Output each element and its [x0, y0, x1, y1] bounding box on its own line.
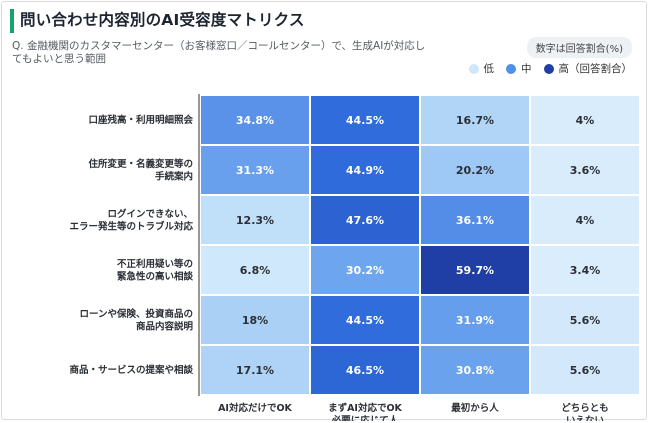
cell-value-label: 44.5% — [346, 114, 384, 127]
cell-value-label: 5.6% — [570, 364, 601, 377]
legend-item-mid: 中 — [506, 61, 532, 76]
cell-value-label: 34.8% — [236, 114, 274, 127]
heatmap-cell-r2-c1 — [201, 146, 309, 194]
unit-note-badge: 数字は回答割合(%) — [526, 37, 632, 58]
column-label: まずAI対応でOK 必要に応じて人 — [328, 401, 402, 421]
row-label: 住所変更・名義変更等の手続案内 — [88, 157, 193, 182]
heatmap-cell-r3-c2 — [311, 196, 419, 244]
heatmap-cell-r4-c3 — [421, 246, 529, 294]
cell-value-label: 30.2% — [346, 264, 384, 277]
chart-title: 問い合わせ内容別のAI受容度マトリクス — [20, 11, 305, 29]
cell-value-label: 30.8% — [456, 364, 494, 377]
heatmap-cell-r6-c1 — [201, 346, 309, 394]
cell-value-label: 18% — [242, 314, 268, 327]
cell-value-label: 16.7% — [456, 114, 494, 127]
cell-value-label: 3.4% — [570, 264, 601, 277]
heatmap-cell-r5-c2 — [311, 296, 419, 344]
cell-value-label: 31.9% — [456, 314, 494, 327]
heatmap-cell-r2-c4 — [531, 146, 639, 194]
column-label: AI対応だけでOK — [218, 402, 292, 414]
heatmap-cell-r6-c4 — [531, 346, 639, 394]
heatmap-cell-r1-c1 — [201, 96, 309, 144]
heatmap-cell-r3-c3 — [421, 196, 529, 244]
cell-value-label: 6.8% — [240, 264, 271, 277]
legend-swatch-mid — [506, 63, 516, 74]
row-label: 商品・サービスの提案や相談 — [69, 364, 193, 376]
legend-label-mid: 中 — [521, 63, 532, 75]
heatmap-cell-r3-c4 — [531, 196, 639, 244]
column-label: どちらともいえない — [561, 401, 609, 421]
heatmap-cell-r6-c3 — [421, 346, 529, 394]
legend-item-low: 低 — [468, 61, 495, 76]
row-label: ログインできない、エラー発生等のトラブル対応 — [69, 207, 193, 232]
row-label: 口座残高・利用明細照会 — [88, 114, 193, 126]
heatmap-cell-r6-c2 — [311, 346, 419, 394]
survey-question: Q. 金融機関のカスタマーセンター（お客様窓口／コールセンター）で、生成AIが対… — [12, 40, 426, 65]
cell-value-label: 31.3% — [236, 164, 274, 177]
heatmap-cell-r5-c4 — [531, 296, 639, 344]
legend-swatch-low — [468, 63, 479, 74]
cell-value-label: 4% — [576, 114, 595, 127]
column-label: 最初から人 — [451, 402, 499, 414]
heatmap-cell-r2-c3 — [421, 146, 529, 194]
legend-label-low: 低 — [483, 63, 495, 75]
legend-swatch-high — [543, 63, 554, 74]
cell-value-label: 36.1% — [456, 214, 494, 227]
cell-value-label: 20.2% — [456, 164, 494, 177]
cell-value-label: 17.1% — [236, 364, 274, 377]
cell-value-label: 46.5% — [346, 364, 384, 377]
legend-label-high: 高（回答割合） — [558, 63, 633, 75]
cell-value-label: 47.6% — [346, 214, 384, 227]
heatmap-cell-r4-c1 — [201, 246, 309, 294]
heatmap-cell-r1-c3 — [421, 96, 529, 144]
heatmap-cell-r1-c2 — [311, 96, 419, 144]
heatmap-cell-r5-c3 — [421, 296, 529, 344]
title-accent-bar — [10, 9, 14, 33]
cell-value-label: 3.6% — [570, 164, 601, 177]
heatmap-cell-r2-c2 — [311, 146, 419, 194]
row-label: 不正利用疑い等の緊急性の高い相談 — [117, 257, 194, 282]
row-label: ローンや保険、投資商品の商品内容説明 — [79, 307, 193, 332]
cell-value-label: 44.9% — [346, 164, 384, 177]
heatmap-cell-r1-c4 — [531, 96, 639, 144]
cell-value-label: 59.7% — [456, 264, 494, 277]
heatmap-cell-r3-c1 — [201, 196, 309, 244]
heatmap-cell-r4-c4 — [531, 246, 639, 294]
legend: 低 中 高（回答割合） — [457, 61, 633, 76]
heatmap-cell-r5-c1 — [201, 296, 309, 344]
heatmap-cell-r4-c2 — [311, 246, 419, 294]
cell-value-label: 44.5% — [346, 314, 384, 327]
cell-value-label: 12.3% — [236, 214, 274, 227]
legend-item-high: 高（回答割合） — [543, 61, 633, 76]
cell-value-label: 4% — [576, 214, 595, 227]
cell-value-label: 5.6% — [570, 314, 601, 327]
